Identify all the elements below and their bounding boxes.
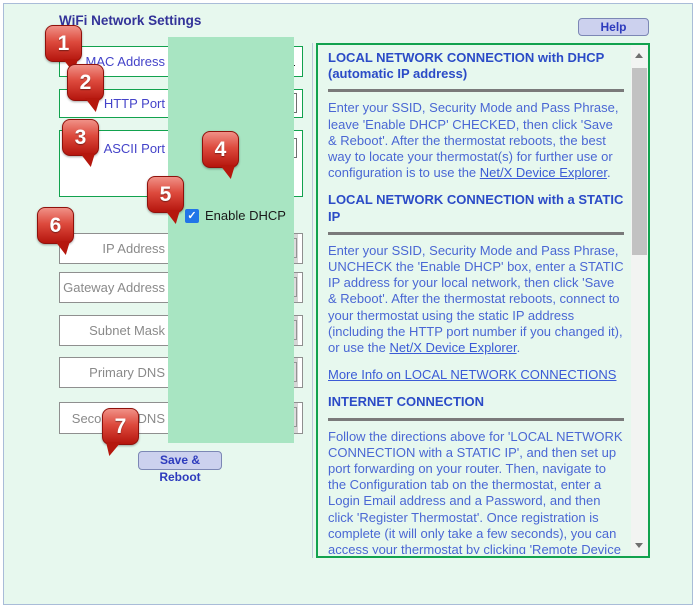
enable-dhcp-label: Enable DHCP <box>205 208 286 223</box>
layout-divider <box>312 43 313 558</box>
paragraph-static-text-end: . <box>516 340 521 356</box>
more-info-line: More Info on LOCAL NETWORK CONNECTIONS <box>328 367 624 383</box>
callout-marker-1: 1 <box>45 25 82 73</box>
scroll-up-icon <box>635 53 643 58</box>
checked-checkbox-icon[interactable] <box>185 208 199 223</box>
scroll-down-icon <box>635 543 643 548</box>
paragraph-dhcp: Enter your SSID, Security Mode and Pass … <box>328 100 624 181</box>
enable-dhcp-checkbox[interactable]: Enable DHCP <box>185 208 286 223</box>
ip-address-label: IP Address <box>102 241 165 256</box>
netx-device-explorer-link[interactable]: Net/X Device Explorer <box>389 340 517 356</box>
scrollbar-thumb[interactable] <box>632 68 647 255</box>
callout-marker-6: 6 <box>37 207 74 255</box>
callout-number: 5 <box>159 183 172 206</box>
callout-number: 3 <box>74 126 87 149</box>
heading-internet: INTERNET CONNECTION <box>328 394 484 410</box>
callout-number: 4 <box>214 138 227 161</box>
callout-marker-4: 4 <box>202 131 239 179</box>
callout-number: 6 <box>49 214 62 237</box>
heading-dhcp: LOCAL NETWORK CONNECTION with DHCP (auto… <box>328 50 605 82</box>
instructions-text: LOCAL NETWORK CONNECTION with DHCP (auto… <box>328 50 624 554</box>
panel-scrollbar[interactable] <box>631 45 648 556</box>
mac-address-label: MAC Address <box>85 54 165 69</box>
save-reboot-button[interactable]: Save & Reboot <box>138 451 222 484</box>
callout-number: 2 <box>79 71 92 94</box>
callout-number: 7 <box>114 415 127 438</box>
paragraph-static-text: Enter your SSID, Security Mode and Pass … <box>328 242 624 356</box>
subnet-mask-label: Subnet Mask <box>89 323 165 338</box>
scroll-down-button[interactable] <box>631 537 648 554</box>
gateway-address-label: Gateway Address <box>63 280 165 295</box>
callout-marker-3: 3 <box>62 119 99 167</box>
primary-dns-label: Primary DNS <box>89 365 165 380</box>
section-rule <box>328 231 624 235</box>
ascii-port-label: ASCII Port <box>103 141 165 156</box>
more-info-link[interactable]: More Info on LOCAL NETWORK CONNECTIONS <box>328 367 617 383</box>
callout-number: 1 <box>57 32 70 55</box>
callout-marker-5: 5 <box>147 176 184 224</box>
help-button[interactable]: Help <box>578 18 649 36</box>
netx-device-explorer-link[interactable]: Net/X Device Explorer <box>479 165 607 181</box>
heading-static-ip: LOCAL NETWORK CONNECTION with a STATIC I… <box>328 192 624 224</box>
http-port-label: HTTP Port <box>103 96 165 111</box>
paragraph-dhcp-text-end: . <box>606 165 611 181</box>
scroll-up-button[interactable] <box>631 47 648 64</box>
paragraph-dhcp-text: Enter your SSID, Security Mode and Pass … <box>328 100 619 181</box>
value-column-highlight <box>168 37 294 443</box>
section-rule <box>328 89 624 93</box>
instructions-panel: LOCAL NETWORK CONNECTION with DHCP (auto… <box>316 43 650 558</box>
callout-marker-2: 2 <box>67 64 104 112</box>
paragraph-static: Enter your SSID, Security Mode and Pass … <box>328 243 624 356</box>
paragraph-internet: Follow the directions above for 'LOCAL N… <box>328 428 623 554</box>
page-title: WiFi Network Settings <box>59 13 202 28</box>
callout-marker-7: 7 <box>102 408 139 456</box>
section-rule <box>328 417 624 421</box>
